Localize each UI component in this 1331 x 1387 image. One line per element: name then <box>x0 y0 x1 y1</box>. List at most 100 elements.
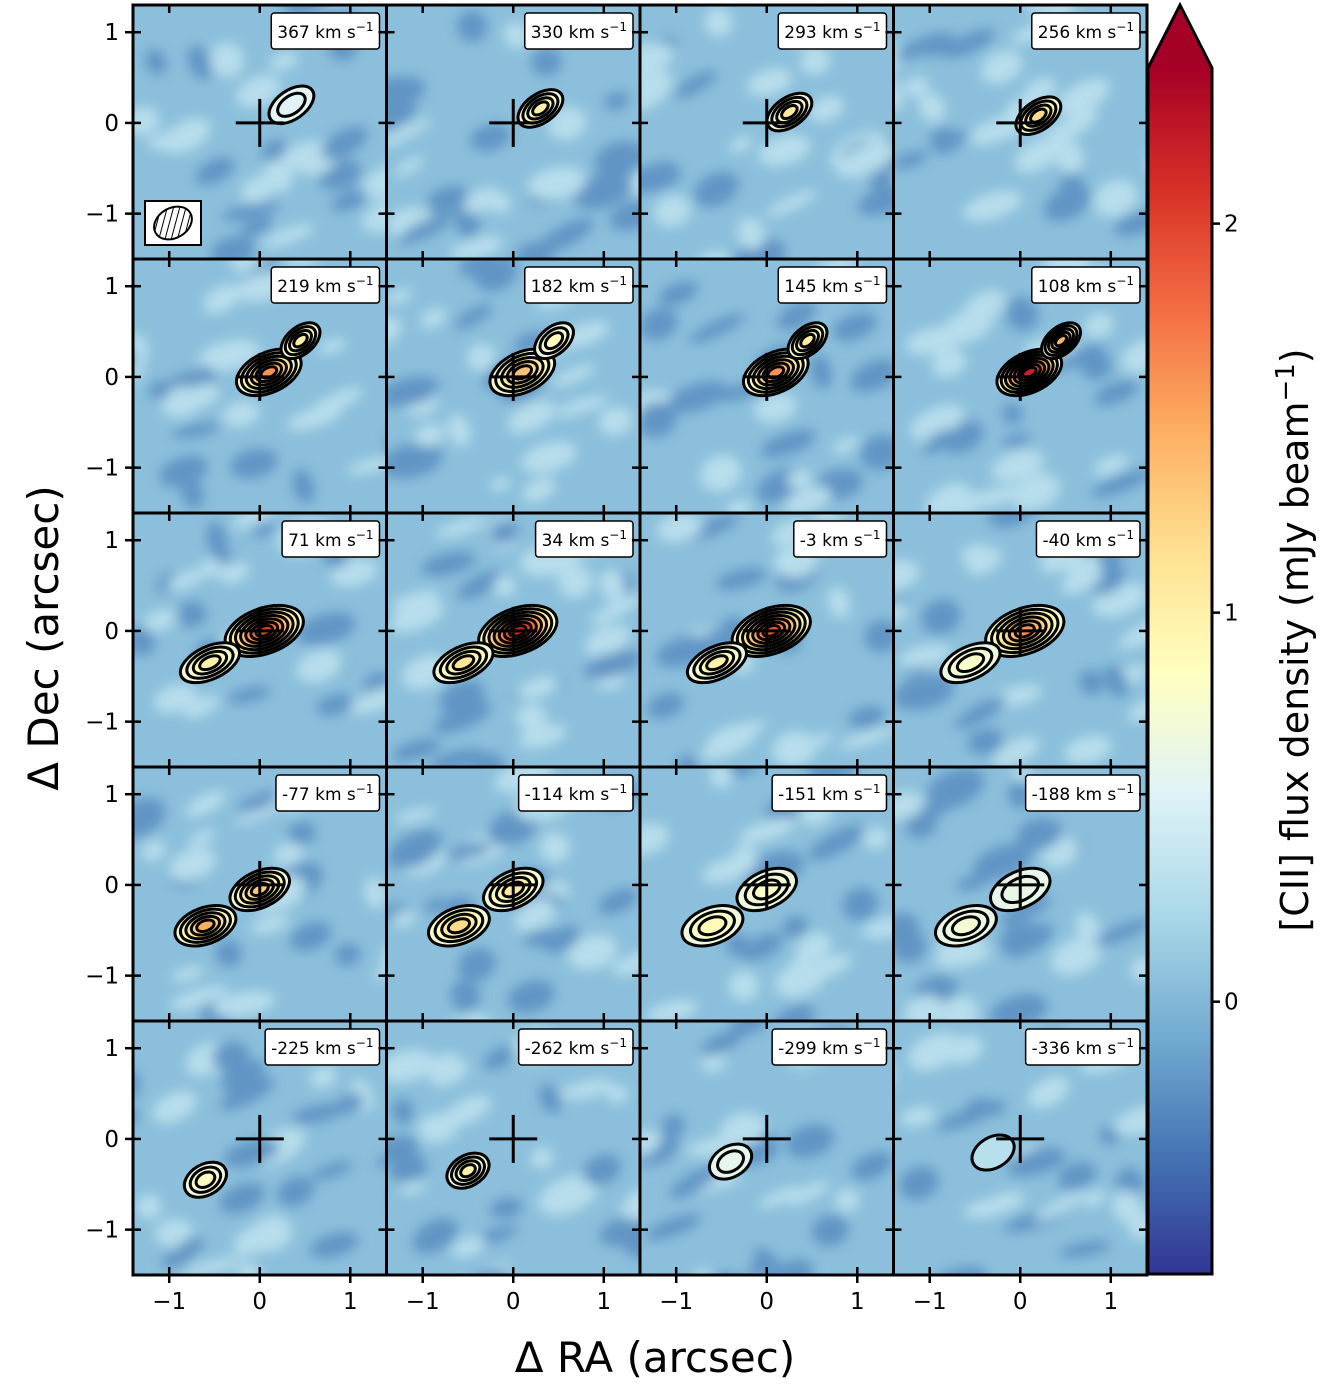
x-tick-label: 1 <box>1103 1289 1118 1315</box>
emission-component <box>786 321 829 361</box>
flux-contour <box>705 654 729 672</box>
channel-panel: 219 km s−1 1 0 −1 <box>85 257 388 515</box>
x-tick-label: 0 <box>1013 1289 1028 1315</box>
svg-text:-225 km s−1: -225 km s−1 <box>271 1036 373 1059</box>
channel-panel: -40 km s−1 <box>892 511 1149 769</box>
velocity-label: 367 km s−1 <box>270 12 381 50</box>
velocity-label: -40 km s−1 <box>1035 520 1141 558</box>
colorbar: 0 1 2 [CII] flux density (mJy beam−1) <box>1146 1 1317 1276</box>
svg-text:-188 km s−1: -188 km s−1 <box>1032 782 1134 805</box>
channel-panel: 108 km s−1 <box>892 257 1149 515</box>
velocity-label: -225 km s−1 <box>264 1028 381 1066</box>
svg-text:-114 km s−1: -114 km s−1 <box>525 782 627 805</box>
emission-component <box>173 904 238 948</box>
svg-text:367 km s−1: 367 km s−1 <box>277 20 373 43</box>
emission-component <box>934 904 998 948</box>
colorbar-label: [CII] flux density (mJy beam−1) <box>1271 348 1317 931</box>
velocity-label: 256 km s−1 <box>1031 12 1141 50</box>
channel-panel: 182 km s−1 <box>385 257 642 515</box>
flux-contour <box>194 1170 217 1190</box>
colorbar-frame <box>1146 1 1214 1276</box>
y-tick-label: 0 <box>104 365 119 391</box>
emission-component <box>178 641 241 685</box>
flux-contour <box>451 654 476 672</box>
x-tick-label: −1 <box>406 1289 440 1315</box>
channel-panel: -77 km s−1 1 0 −1 <box>85 765 388 1023</box>
channel-panel: 34 km s−1 <box>385 511 642 769</box>
y-tick-label: 1 <box>104 782 119 808</box>
channel-panel: 330 km s−1 <box>385 3 642 261</box>
emission-component <box>970 1133 1016 1172</box>
emission-component <box>995 347 1064 398</box>
svg-text:34 km s−1: 34 km s−1 <box>542 528 627 551</box>
channel-panel: 293 km s−1 <box>638 3 895 261</box>
channel-panel: 145 km s−1 <box>638 257 895 515</box>
y-tick-label: −1 <box>85 202 119 228</box>
channel-panels: 367 km s−1 1 0 −1 330 km s−1 293 km s−1 256 km… <box>85 3 1149 1315</box>
velocity-label: -336 km s−1 <box>1024 1028 1141 1066</box>
svg-text:145 km s−1: 145 km s−1 <box>784 274 880 297</box>
emission-component <box>680 904 745 948</box>
emission-component <box>939 641 1002 685</box>
x-tick-label: 1 <box>596 1289 611 1315</box>
y-tick-label: 0 <box>104 619 119 645</box>
svg-text:330 km s−1: 330 km s−1 <box>531 20 627 43</box>
flux-contour <box>195 918 216 934</box>
x-tick-label: −1 <box>659 1289 693 1315</box>
flux-contour <box>697 915 728 937</box>
svg-text:256 km s−1: 256 km s−1 <box>1038 20 1134 43</box>
flux-contour <box>716 1149 745 1174</box>
x-tick-label: 1 <box>850 1289 865 1315</box>
y-tick-label: 0 <box>104 111 119 137</box>
svg-text:-299 km s−1: -299 km s−1 <box>778 1036 880 1059</box>
emission-component <box>765 91 814 133</box>
svg-text:108 km s−1: 108 km s−1 <box>1038 274 1134 297</box>
velocity-label: -77 km s−1 <box>275 774 381 812</box>
colorbar-tick-label: 2 <box>1224 212 1239 238</box>
velocity-label: 330 km s−1 <box>524 12 634 50</box>
y-tick-label: 0 <box>104 1127 119 1153</box>
svg-text:-3 km s−1: -3 km s−1 <box>800 528 881 551</box>
svg-text:293 km s−1: 293 km s−1 <box>784 20 880 43</box>
y-tick-label: 1 <box>104 528 119 554</box>
colorbar-tick-label: 1 <box>1224 601 1239 627</box>
channel-panel: -336 km s−1 −1 0 1 <box>892 1019 1149 1315</box>
channel-panel: -299 km s−1 −1 0 1 <box>638 1019 895 1315</box>
svg-text:219 km s−1: 219 km s−1 <box>277 274 373 297</box>
x-tick-label: 0 <box>506 1289 521 1315</box>
flux-contour <box>292 332 309 349</box>
velocity-label: 71 km s−1 <box>281 520 381 558</box>
velocity-label: 293 km s−1 <box>777 12 888 50</box>
flux-contour <box>276 91 307 118</box>
emission-component <box>235 347 303 398</box>
channel-panel: -151 km s−1 <box>638 765 895 1023</box>
velocity-label: 34 km s−1 <box>534 520 634 558</box>
x-tick-label: −1 <box>152 1289 186 1315</box>
channel-panel: 71 km s−1 1 0 −1 <box>85 511 388 769</box>
x-tick-label: −1 <box>913 1289 947 1315</box>
colorbar-extend-arrow <box>1148 5 1212 68</box>
svg-text:182 km s−1: 182 km s−1 <box>531 274 627 297</box>
colorbar-gradient <box>1148 68 1212 1274</box>
flux-contour <box>950 915 981 937</box>
flux-contour <box>459 1163 477 1179</box>
flux-contour <box>1029 107 1048 124</box>
emission-component <box>516 88 565 129</box>
velocity-label: -299 km s−1 <box>771 1028 888 1066</box>
y-tick-label: −1 <box>85 1218 119 1244</box>
velocity-label: 182 km s−1 <box>524 266 634 304</box>
svg-text:-77 km s−1: -77 km s−1 <box>282 782 374 805</box>
channel-panel: -3 km s−1 <box>638 511 895 769</box>
y-tick-label: 1 <box>104 1036 119 1062</box>
x-axis-label: Δ RA (arcsec) <box>515 1333 795 1382</box>
channel-panel: -262 km s−1 −1 0 1 <box>385 1019 642 1315</box>
svg-text:-151 km s−1: -151 km s−1 <box>778 782 880 805</box>
flux-contour <box>799 332 816 349</box>
channel-panel: 256 km s−1 <box>892 3 1149 261</box>
velocity-label: 108 km s−1 <box>1031 266 1141 304</box>
velocity-label: 145 km s−1 <box>777 266 888 304</box>
channel-panel: 367 km s−1 1 0 −1 <box>85 3 388 261</box>
emission-component <box>685 641 748 685</box>
